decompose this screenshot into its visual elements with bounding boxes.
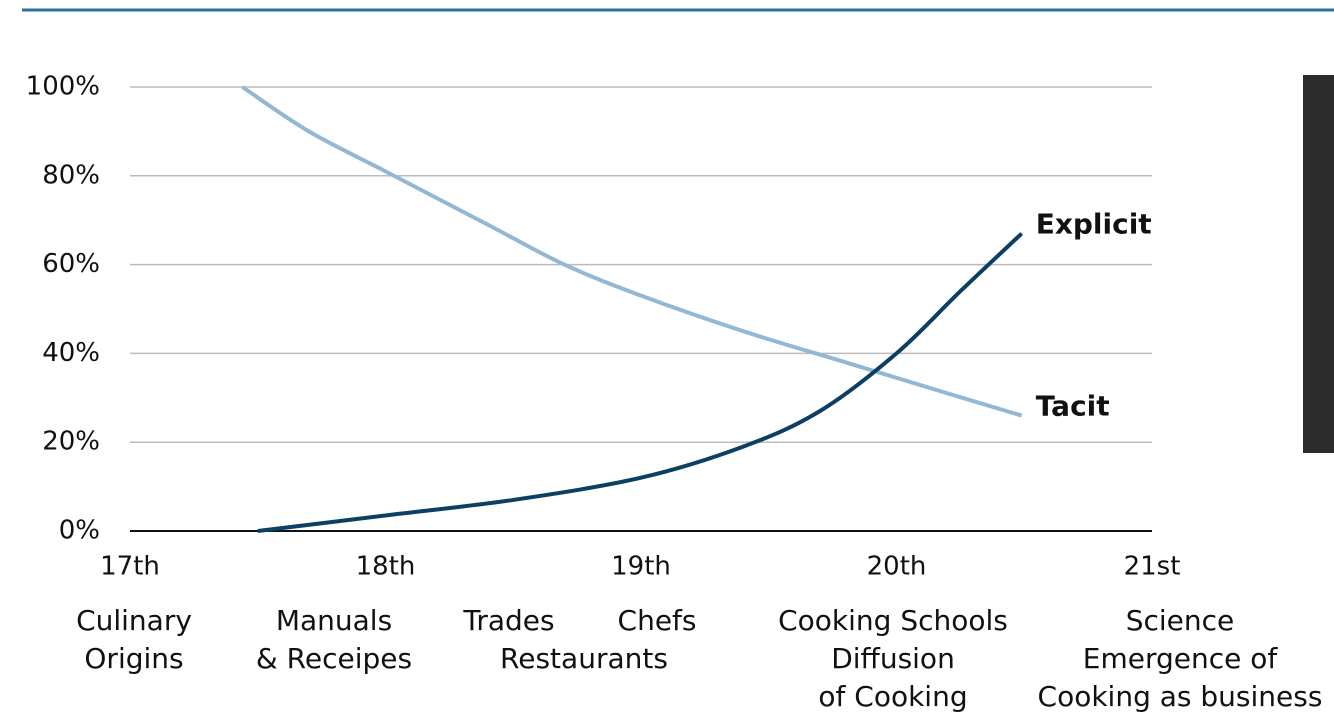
photo bbox=[1303, 75, 1334, 453]
series-line bbox=[241, 85, 1023, 418]
annotation: Science bbox=[1126, 604, 1235, 637]
annotation: Cooking Schools bbox=[778, 604, 1008, 637]
annotation: Cooking as business bbox=[1038, 680, 1323, 713]
annotation: of Cooking bbox=[818, 680, 967, 713]
annotation: Restaurants bbox=[500, 642, 668, 675]
annotation: Culinary bbox=[76, 604, 192, 637]
y-tick-label: 100% bbox=[26, 72, 100, 102]
annotation: Emergence of bbox=[1083, 642, 1279, 675]
series-label: Tacit bbox=[1036, 390, 1110, 423]
x-tick-label: 21st bbox=[1124, 552, 1181, 582]
x-tick-label: 18th bbox=[356, 552, 416, 582]
annotation: Manuals bbox=[276, 604, 392, 637]
y-tick-label: 20% bbox=[42, 427, 100, 457]
y-tick-label: 40% bbox=[42, 338, 100, 368]
annotation: Chefs bbox=[618, 604, 697, 637]
annotation: Origins bbox=[84, 642, 183, 675]
x-tick-label: 19th bbox=[611, 552, 671, 582]
x-tick-label: 17th bbox=[100, 552, 160, 582]
y-tick-label: 0% bbox=[59, 516, 100, 546]
annotation: Trades bbox=[462, 604, 554, 637]
annotation: Diffusion bbox=[831, 642, 955, 675]
y-tick-label: 80% bbox=[42, 160, 100, 190]
y-tick-label: 60% bbox=[42, 249, 100, 279]
x-tick-label: 20th bbox=[867, 552, 927, 582]
series-label: Explicit bbox=[1036, 208, 1152, 241]
series-line bbox=[257, 232, 1024, 533]
annotation: & Receipes bbox=[256, 642, 412, 675]
